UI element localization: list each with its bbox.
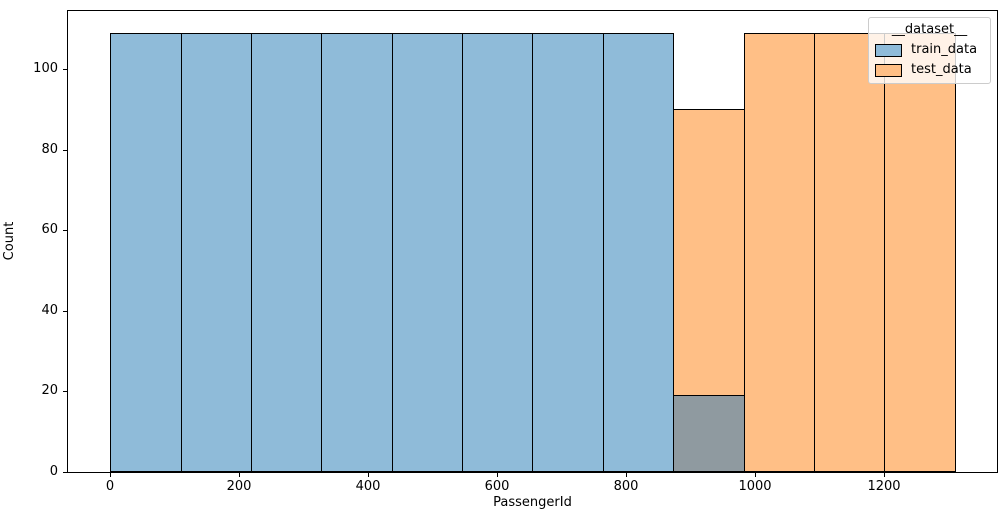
x-tick-mark	[755, 473, 756, 477]
y-tick-label: 60	[41, 222, 58, 237]
y-tick-label: 20	[41, 383, 58, 398]
x-tick-label: 200	[226, 479, 252, 494]
legend-entry-test_data: test_data	[875, 62, 984, 78]
histogram-bar-train	[251, 33, 322, 472]
legend-title: __dataset__	[891, 22, 968, 37]
y-tick-mark	[63, 311, 67, 312]
x-tick-mark	[626, 473, 627, 477]
legend-entries: train_data test_data	[875, 42, 984, 78]
y-tick-mark	[63, 230, 67, 231]
histogram-bar-test	[744, 33, 815, 472]
y-tick-mark	[63, 69, 67, 70]
y-tick-mark	[63, 150, 67, 151]
legend-swatch-icon	[875, 43, 902, 57]
histogram-bar-train	[603, 33, 674, 472]
y-axis-label: Count	[2, 221, 17, 261]
histogram-bar-train	[532, 33, 604, 472]
x-tick-label: 600	[484, 479, 510, 494]
y-tick-mark	[63, 472, 67, 473]
x-tick-mark	[110, 473, 111, 477]
y-tick-label: 80	[41, 142, 58, 157]
x-tick-label: 1000	[738, 479, 772, 494]
x-axis-label: PassengerId	[493, 495, 572, 510]
histogram-bar-train	[321, 33, 393, 472]
legend-swatch-icon	[875, 63, 902, 77]
legend-label: train_data	[911, 42, 978, 57]
y-tick-label: 0	[49, 464, 58, 479]
x-tick-label: 1200	[867, 479, 901, 494]
histogram-bar-train	[392, 33, 463, 472]
x-tick-mark	[239, 473, 240, 477]
y-tick-label: 40	[41, 303, 58, 318]
histogram-bar-overlap	[673, 395, 745, 472]
legend: __dataset__ train_data test_data	[868, 17, 991, 84]
histogram-bar-train	[110, 33, 182, 472]
histogram-bar-train	[181, 33, 252, 472]
x-tick-label: 0	[105, 479, 115, 494]
legend-label: test_data	[911, 62, 972, 77]
plot-area	[67, 10, 998, 473]
x-tick-label: 800	[613, 479, 639, 494]
histogram-bar-test	[884, 33, 956, 472]
x-tick-mark	[497, 473, 498, 477]
x-tick-mark	[884, 473, 885, 477]
y-tick-label: 100	[33, 61, 58, 76]
histogram-bar-train	[462, 33, 533, 472]
histogram-bar-test	[814, 33, 885, 472]
legend-entry-train_data: train_data	[875, 42, 984, 58]
x-tick-label: 400	[355, 479, 381, 494]
x-tick-mark	[368, 473, 369, 477]
y-tick-mark	[63, 391, 67, 392]
